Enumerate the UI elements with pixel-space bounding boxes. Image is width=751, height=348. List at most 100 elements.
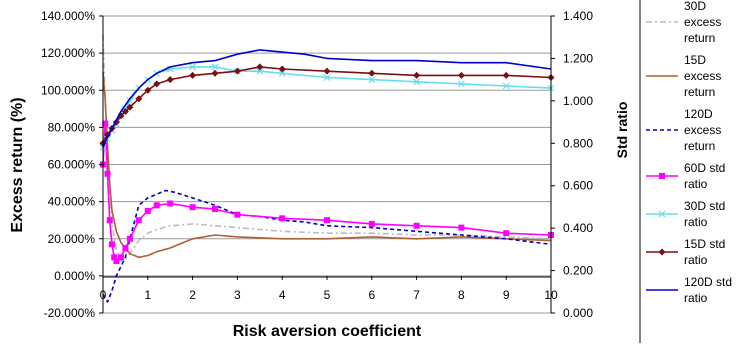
y-right-tick-label: 0.600 xyxy=(563,179,593,193)
legend-label: ratio xyxy=(684,291,708,305)
legend-item-30d-std-ratio: 30D std ratio xyxy=(646,199,725,229)
data-point xyxy=(457,80,465,88)
data-point xyxy=(144,207,151,214)
y-right-tick-label: 1.200 xyxy=(563,51,593,65)
x-tick-label: 9 xyxy=(503,288,510,302)
series-15d-excess-return xyxy=(102,71,552,259)
data-point xyxy=(135,217,142,224)
legend-label: excess xyxy=(684,15,721,29)
y-right-tick-label: 1.000 xyxy=(563,94,593,108)
y-left-axis-title: Excess return (%) xyxy=(9,97,26,232)
data-point xyxy=(211,69,219,77)
y-left-tick-label: 60.000% xyxy=(48,158,96,172)
data-point xyxy=(368,69,376,77)
data-point xyxy=(256,63,264,71)
legend: 30D excess return 15D excess return 120D excess… xyxy=(646,0,732,305)
data-point xyxy=(153,80,161,88)
legend-label: return xyxy=(684,31,715,45)
y-left-tick-label: 120.000% xyxy=(41,46,95,60)
series-120d-std-ratio xyxy=(102,49,552,148)
data-point xyxy=(135,95,143,103)
x-axis-title: Risk aversion coefficient xyxy=(233,323,422,340)
x-tick-label: 10 xyxy=(544,288,558,302)
legend-label: 15D xyxy=(684,53,706,67)
data-point xyxy=(189,71,197,79)
data-point xyxy=(234,211,241,218)
data-point xyxy=(144,86,152,94)
data-point xyxy=(121,107,129,115)
series-line-30d-excess-return xyxy=(102,34,552,262)
gridlines xyxy=(103,15,551,314)
x-tick-label: 0 xyxy=(100,288,107,302)
x-tick-label: 4 xyxy=(279,288,286,302)
legend-marker xyxy=(659,173,665,179)
series-line-120d-excess-return xyxy=(102,189,552,303)
data-point xyxy=(368,76,376,84)
series-line-15d-excess-return xyxy=(102,71,552,259)
data-point xyxy=(166,76,174,84)
data-point xyxy=(122,245,129,252)
y-left-tick-label: 80.000% xyxy=(48,120,96,134)
y-left-tick-label: 0.000% xyxy=(54,269,95,283)
tick-labels: -20.000%0.000%20.000%40.000%60.000%80.00… xyxy=(41,9,593,320)
legend-label: ratio xyxy=(684,253,708,267)
data-point xyxy=(256,67,264,75)
data-point xyxy=(502,71,510,79)
data-point xyxy=(413,71,421,79)
data-point xyxy=(106,217,113,224)
data-point xyxy=(126,235,133,242)
data-point xyxy=(413,222,420,229)
data-point xyxy=(111,254,118,261)
y-right-axis-title: Std ratio xyxy=(614,102,630,159)
data-point xyxy=(189,204,196,211)
legend-item-15d-std-ratio: 15D std ratio xyxy=(646,237,725,267)
data-point xyxy=(278,69,286,77)
y-right-tick-label: 0.400 xyxy=(563,221,593,235)
legend-label: return xyxy=(684,85,715,99)
legend-item-15d-excess-return: 15D excess return xyxy=(646,53,721,99)
data-point xyxy=(108,241,115,248)
data-point xyxy=(278,65,286,73)
legend-label: ratio xyxy=(684,177,708,191)
data-point xyxy=(323,74,331,81)
data-point xyxy=(457,71,465,79)
y-left-tick-label: 140.000% xyxy=(41,9,95,23)
legend-label: 30D xyxy=(684,0,706,13)
legend-label: 120D xyxy=(684,107,713,121)
series-line-60d-std-ratio xyxy=(102,122,552,262)
data-point xyxy=(503,230,510,237)
data-point xyxy=(502,82,510,90)
data-point xyxy=(413,78,421,86)
legend-label: 60D std xyxy=(684,161,725,175)
legend-item-120d-std-ratio: 120D std ratio xyxy=(646,275,732,305)
data-point xyxy=(117,254,124,261)
legend-label: return xyxy=(684,139,715,153)
legend-label: excess xyxy=(684,69,721,83)
y-right-tick-label: 1.400 xyxy=(563,9,593,23)
data-point xyxy=(113,258,120,265)
data-point xyxy=(279,215,286,222)
data-point xyxy=(153,202,160,209)
data-point xyxy=(102,120,109,127)
x-tick-label: 5 xyxy=(324,288,331,302)
data-point xyxy=(233,67,241,75)
y-left-tick-label: -20.000% xyxy=(44,306,96,320)
series-line-120d-std-ratio xyxy=(102,49,552,148)
data-point xyxy=(212,206,218,213)
data-point xyxy=(324,217,330,224)
legend-label: 15D std xyxy=(684,237,725,251)
data-point xyxy=(211,63,219,71)
legend-label: 30D std xyxy=(684,199,725,213)
legend-item-30d-excess-return: 30D excess return xyxy=(646,0,721,45)
data-point xyxy=(458,224,465,231)
series-30d-excess-return xyxy=(102,34,552,262)
x-tick-label: 3 xyxy=(234,288,241,302)
data-point xyxy=(126,103,134,111)
legend-label: 120D std xyxy=(684,275,732,289)
x-tick-label: 8 xyxy=(458,288,465,302)
data-point xyxy=(189,63,197,71)
y-left-tick-label: 40.000% xyxy=(48,195,96,209)
series-120d-excess-return xyxy=(102,189,552,303)
